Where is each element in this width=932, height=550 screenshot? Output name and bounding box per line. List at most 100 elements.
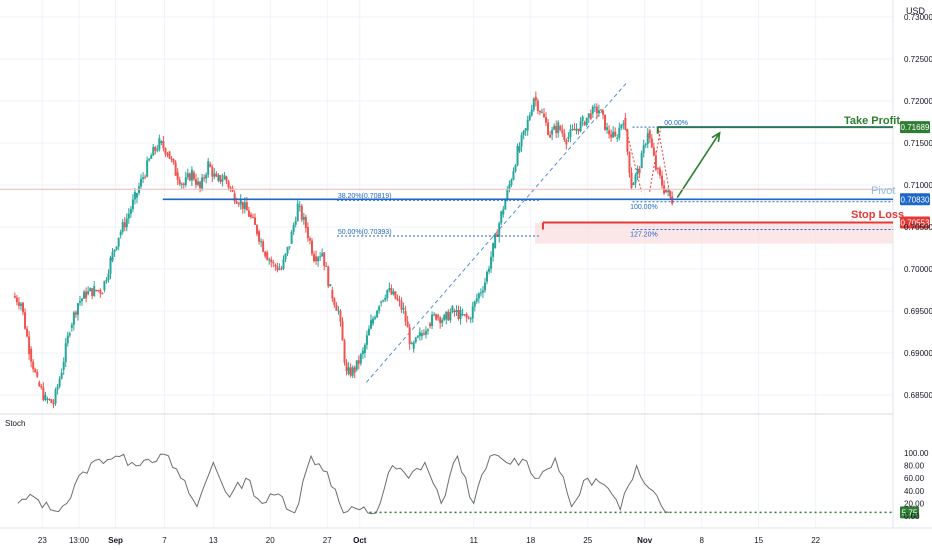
candle [60,368,63,380]
candle [335,302,338,311]
candle [367,325,370,336]
candle [105,277,108,284]
candle [547,119,550,136]
candle [479,288,482,297]
candle [54,387,57,406]
candle [382,299,385,303]
candle [302,212,305,225]
candle-body [339,311,342,322]
candle [223,172,226,180]
candle-body [176,172,179,180]
price-tick-label: 0.71500 [904,139,932,148]
candle [424,326,427,339]
candle-body [447,311,450,321]
candle-body [85,291,88,299]
candle [103,280,106,293]
candle-body [353,367,356,373]
candle [469,316,472,324]
candle [392,288,395,296]
candle [526,115,529,136]
candle [591,104,594,118]
candle-body [498,223,501,237]
candle-body [111,251,114,261]
candle-body [490,256,493,269]
stoch-line [17,453,670,515]
candle-body [160,141,163,143]
candle [457,305,460,321]
candle [502,205,505,218]
candle-body [337,310,340,312]
levels [0,126,893,237]
candle-body [211,166,214,177]
candle [396,294,399,302]
candle-body [380,301,383,303]
candle-body [593,106,596,108]
candle [144,174,147,180]
candle [13,292,16,299]
candle-body [638,168,641,173]
pivot-badge-text: 0.70830 [901,195,930,204]
candle [215,171,218,178]
candle [292,222,295,235]
candle-body [325,265,328,267]
take-profit-badge: 0.71689 [900,121,930,134]
candle-body [335,304,338,311]
candle-body [302,216,305,220]
candle [593,103,596,112]
candle [28,331,31,360]
stoch-value-badge-bg [900,506,919,519]
candle [315,250,318,265]
candle-body [17,302,20,306]
candle-body [477,293,480,299]
candle-body [36,371,39,377]
candle [545,112,548,127]
candle [473,300,476,312]
candle [447,309,450,321]
candle-body [532,98,535,110]
candle-body [229,187,232,189]
candle-body [656,168,659,170]
time-tick-label: 22 [811,536,820,545]
price-tick-label: 0.68500 [904,391,932,400]
candle [166,151,169,158]
candle [115,246,118,251]
candle-body [304,216,307,229]
candle-body [384,297,387,301]
candle [628,151,631,178]
time-tick-label: 23 [38,536,47,545]
candle-body [93,286,96,296]
candle [528,112,531,122]
candle [172,158,175,165]
candle-body [636,168,639,175]
time-tick-label: 11 [470,536,479,545]
candle-body [34,369,37,372]
candle-body [439,317,442,324]
candle-body [270,259,273,263]
candle-body [412,342,415,349]
candle [341,317,344,341]
candle [608,125,611,139]
candle [634,172,637,188]
candle [630,167,633,189]
candle-body [549,134,552,138]
candle [380,300,383,307]
candle [170,155,173,163]
candle-body [13,295,16,298]
candle-body [357,360,360,364]
time-tick-label: 15 [754,536,763,545]
candle-body [62,362,65,370]
stoch-value-badge-text: 5.75 [902,508,918,517]
candle-body [313,253,316,262]
candle [451,305,454,314]
candle-body [618,127,621,138]
candle-body [614,131,617,136]
candle [64,337,67,368]
candle-body [32,361,35,370]
candle [201,173,204,192]
candle [56,384,59,395]
candle [286,246,289,257]
candle [665,189,668,194]
candle [89,287,92,292]
